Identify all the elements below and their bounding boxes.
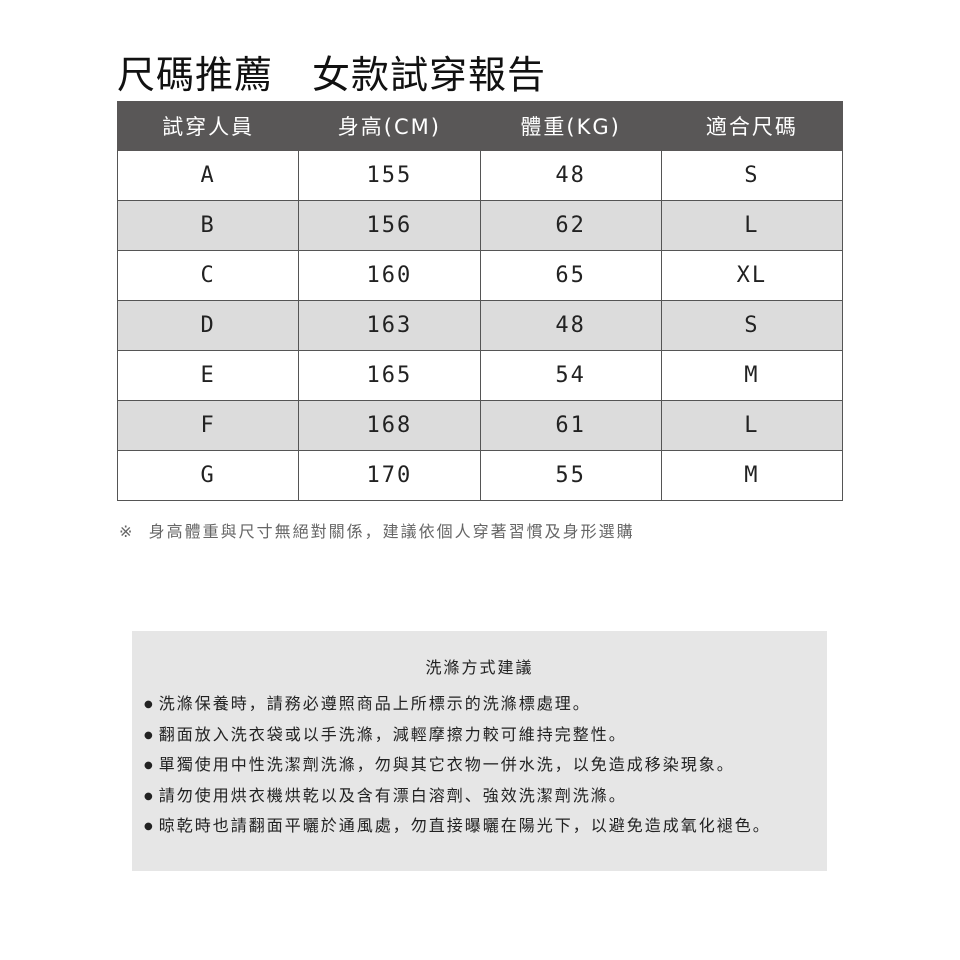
table-row: C 160 65 XL xyxy=(116,250,844,301)
cell-weight: 55 xyxy=(479,450,662,501)
header-size: 適合尺碼 xyxy=(660,101,844,151)
wash-item: 晾乾時也請翻面平曬於通風處，勿直接曝曬在陽光下，以避免造成氧化褪色。 xyxy=(144,811,771,842)
cell-weight: 62 xyxy=(479,200,662,251)
table-header: 試穿人員 身高(CM) 體重(KG) 適合尺碼 xyxy=(116,101,844,151)
cell-weight: 48 xyxy=(479,300,662,351)
table-row: B 156 62 L xyxy=(116,200,844,251)
cell-height: 156 xyxy=(298,200,481,251)
cell-tester: D xyxy=(116,300,300,351)
header-height: 身高(CM) xyxy=(298,101,481,151)
cell-size: XL xyxy=(660,250,844,301)
cell-tester: F xyxy=(116,400,300,451)
table-row: E 165 54 M xyxy=(116,350,844,401)
cell-weight: 61 xyxy=(479,400,662,451)
wash-title: 洗滌方式建議 xyxy=(425,658,534,677)
cell-height: 168 xyxy=(298,400,481,451)
cell-tester: B xyxy=(116,200,300,251)
cell-size: L xyxy=(660,200,844,251)
cell-height: 163 xyxy=(298,300,481,351)
cell-weight: 54 xyxy=(479,350,662,401)
table-row: A 155 48 S xyxy=(116,150,844,201)
wash-item: 翻面放入洗衣袋或以手洗滌，減輕摩擦力較可維持完整性。 xyxy=(144,720,771,751)
cell-size: M xyxy=(660,450,844,501)
cell-tester: C xyxy=(116,250,300,301)
size-table: 試穿人員 身高(CM) 體重(KG) 適合尺碼 A 155 48 S B 156 62 L C 1… xyxy=(116,101,844,501)
table-row: G 170 55 M xyxy=(116,450,844,501)
wash-item: 單獨使用中性洗潔劑洗滌，勿與其它衣物一併水洗，以免造成移染現象。 xyxy=(144,750,771,781)
header-tester: 試穿人員 xyxy=(116,101,300,151)
header-weight: 體重(KG) xyxy=(479,101,662,151)
wash-item: 洗滌保養時，請務必遵照商品上所標示的洗滌標處理。 xyxy=(144,689,771,720)
cell-size: S xyxy=(660,150,844,201)
cell-height: 155 xyxy=(298,150,481,201)
cell-height: 165 xyxy=(298,350,481,401)
cell-weight: 48 xyxy=(479,150,662,201)
page-title: 尺碼推薦 女款試穿報告 xyxy=(117,53,547,97)
cell-size: M xyxy=(660,350,844,401)
cell-tester: E xyxy=(116,350,300,401)
cell-size: S xyxy=(660,300,844,351)
cell-height: 160 xyxy=(298,250,481,301)
size-note: ※ 身高體重與尺寸無絕對關係，建議依個人穿著習慣及身形選購 xyxy=(119,522,635,541)
table-row: F 168 61 L xyxy=(116,400,844,451)
wash-item: 請勿使用烘衣機烘乾以及含有漂白溶劑、強效洗潔劑洗滌。 xyxy=(144,781,771,812)
cell-tester: G xyxy=(116,450,300,501)
wash-instructions-panel: 洗滌方式建議 洗滌保養時，請務必遵照商品上所標示的洗滌標處理。 翻面放入洗衣袋或… xyxy=(132,631,827,871)
wash-list: 洗滌保養時，請務必遵照商品上所標示的洗滌標處理。 翻面放入洗衣袋或以手洗滌，減輕… xyxy=(144,689,771,842)
cell-tester: A xyxy=(116,150,300,201)
cell-height: 170 xyxy=(298,450,481,501)
cell-weight: 65 xyxy=(479,250,662,301)
cell-size: L xyxy=(660,400,844,451)
table-row: D 163 48 S xyxy=(116,300,844,351)
